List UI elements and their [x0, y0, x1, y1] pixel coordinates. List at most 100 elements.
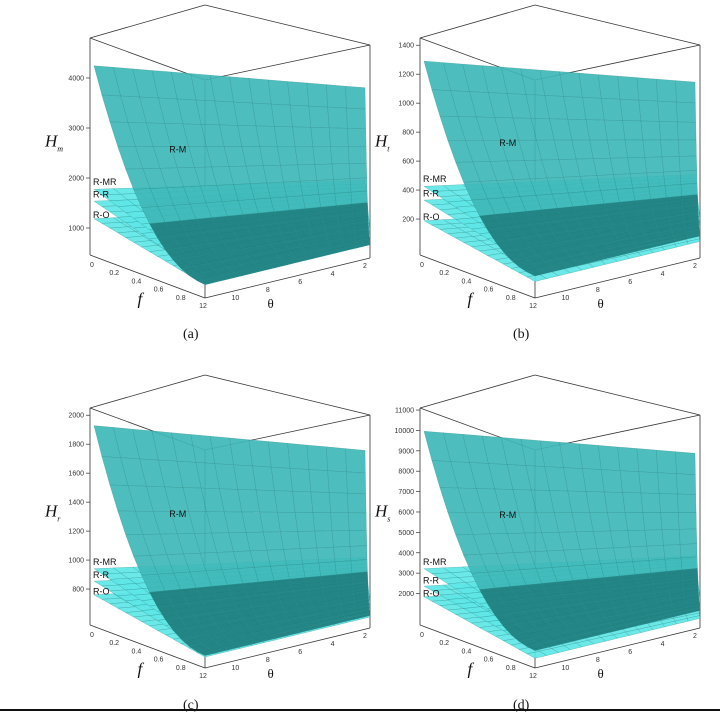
surface-patch [297, 530, 317, 549]
surface-patch [345, 448, 366, 474]
surface-patch [648, 559, 667, 574]
surface-labels: R-M R-MR R-R R-O [423, 138, 516, 222]
surface-patch [329, 492, 349, 513]
surface-patch [589, 139, 611, 159]
theta-axis-label: θ [268, 296, 274, 311]
f-tick-label: 0 [420, 262, 424, 269]
z-tick-label: 1000 [68, 226, 84, 233]
surface-patch [320, 205, 338, 219]
theta-tick-label: 8 [266, 657, 270, 664]
theta-tick-label: 10 [232, 665, 240, 672]
surface-patch [252, 102, 275, 127]
surface-plot-svg: 200 400 600 800 1000 1200 1400 R-M R-MR R-R R-O Ht 0… [374, 4, 701, 311]
surface-patch [334, 192, 353, 206]
surface-label: R-M [499, 510, 516, 520]
theta-tick-label: 10 [562, 665, 570, 672]
surfaces [423, 431, 701, 659]
surface-patch [650, 197, 668, 211]
surface-patch [348, 512, 367, 531]
surface-plot-svg: 800 1000 1200 1400 1600 1800 2000 R-M R-MR R-R R-O… [44, 374, 371, 681]
surface-patch [593, 530, 614, 549]
surface-patch [312, 512, 333, 532]
theta-tick-label: 10 [232, 295, 240, 302]
z-tick-label: 600 [402, 159, 414, 166]
f-tick-label: 0 [90, 262, 94, 269]
surface-r-m [93, 65, 371, 285]
z-axis-subscript: m [57, 145, 63, 154]
z-axis-label: Hm [44, 132, 63, 154]
surface-r-m [423, 60, 701, 277]
surface-patch [306, 82, 328, 108]
surface-patch [616, 561, 636, 577]
box-edge [419, 254, 536, 299]
surfaces [423, 60, 701, 282]
panel-c: 800 1000 1200 1400 1600 1800 2000 R-M R-MR R-R R-O… [35, 370, 375, 713]
surface-patch [292, 589, 311, 602]
surface-plot-svg: 1000 2000 3000 4000 R-M R-MR R-R R-O Hm 0 0.2 0.4 0.… [44, 4, 371, 311]
z-tick-label: 2000 [68, 413, 84, 420]
surface-patch [676, 101, 696, 123]
surface-patch [330, 146, 350, 165]
z-tick-label: 4000 [68, 76, 84, 83]
surface-label: R-O [93, 586, 110, 596]
surface-label: R-MR [93, 557, 117, 567]
f-tick-label: 0.2 [439, 640, 449, 647]
surface-patch [274, 490, 296, 513]
surface-patch [274, 126, 296, 147]
surface-patch [657, 472, 678, 495]
surface-r-m [93, 425, 371, 656]
surface-patch [347, 493, 367, 514]
surface-patch [292, 126, 314, 147]
f-tick-label: 0.4 [132, 278, 142, 285]
surface-patch [610, 157, 631, 175]
surface-patch [630, 172, 649, 189]
surface-patch [310, 491, 331, 513]
surface-patch [316, 547, 336, 564]
surface-patch [679, 170, 698, 185]
surface-patch [616, 187, 636, 203]
f-tick-label: 0.4 [462, 278, 472, 285]
panel-caption: (c) [183, 698, 199, 713]
surface-patch [687, 233, 701, 239]
z-axis-label: Hs [374, 502, 390, 524]
z-tick-label: 4000 [398, 550, 414, 557]
surface-patch [329, 127, 349, 147]
surface-label: R-M [169, 509, 186, 519]
surface-patch [252, 465, 275, 491]
theta-tick-label: 4 [661, 641, 665, 648]
surface-label: R-R [93, 570, 109, 580]
z-axis-label: Hr [44, 502, 61, 524]
surface-patch [277, 146, 298, 166]
surface-patch [326, 84, 347, 109]
surface-patch [624, 139, 645, 158]
f-tick-label: 0.8 [506, 665, 516, 672]
surface-patch [259, 146, 281, 166]
surface-patch [271, 103, 293, 128]
f-axis: 0 0.2 0.4 0.6 0.8 [420, 262, 516, 302]
surface-patch [277, 512, 298, 532]
theta-tick-label: 6 [298, 649, 302, 656]
z-tick-label: 200 [402, 217, 414, 224]
surface-patch [604, 491, 626, 513]
z-tick-label: 2000 [68, 176, 84, 183]
surface-patch [289, 468, 312, 493]
surface-patch [316, 179, 336, 195]
surface-patch [263, 531, 284, 551]
surface-patch [326, 446, 347, 472]
surface-label: R-O [423, 212, 440, 222]
surface-labels: R-M R-MR R-R R-O [93, 509, 186, 596]
surfaces [93, 65, 371, 285]
surface-patch [287, 81, 310, 107]
z-tick-label: 3000 [398, 571, 414, 578]
f-tick-label: 0 [90, 632, 94, 639]
surface-patch [656, 78, 677, 103]
f-axis-label: f [468, 290, 475, 309]
surface-patch [314, 530, 334, 549]
surface-patch [318, 561, 337, 577]
surface-patch [640, 492, 661, 513]
surface-patch [656, 449, 677, 474]
f-tick-label: 0.8 [506, 295, 516, 302]
surface-patch [607, 139, 628, 159]
theta-tick-label: 4 [331, 271, 335, 278]
surface-patch [627, 157, 647, 174]
